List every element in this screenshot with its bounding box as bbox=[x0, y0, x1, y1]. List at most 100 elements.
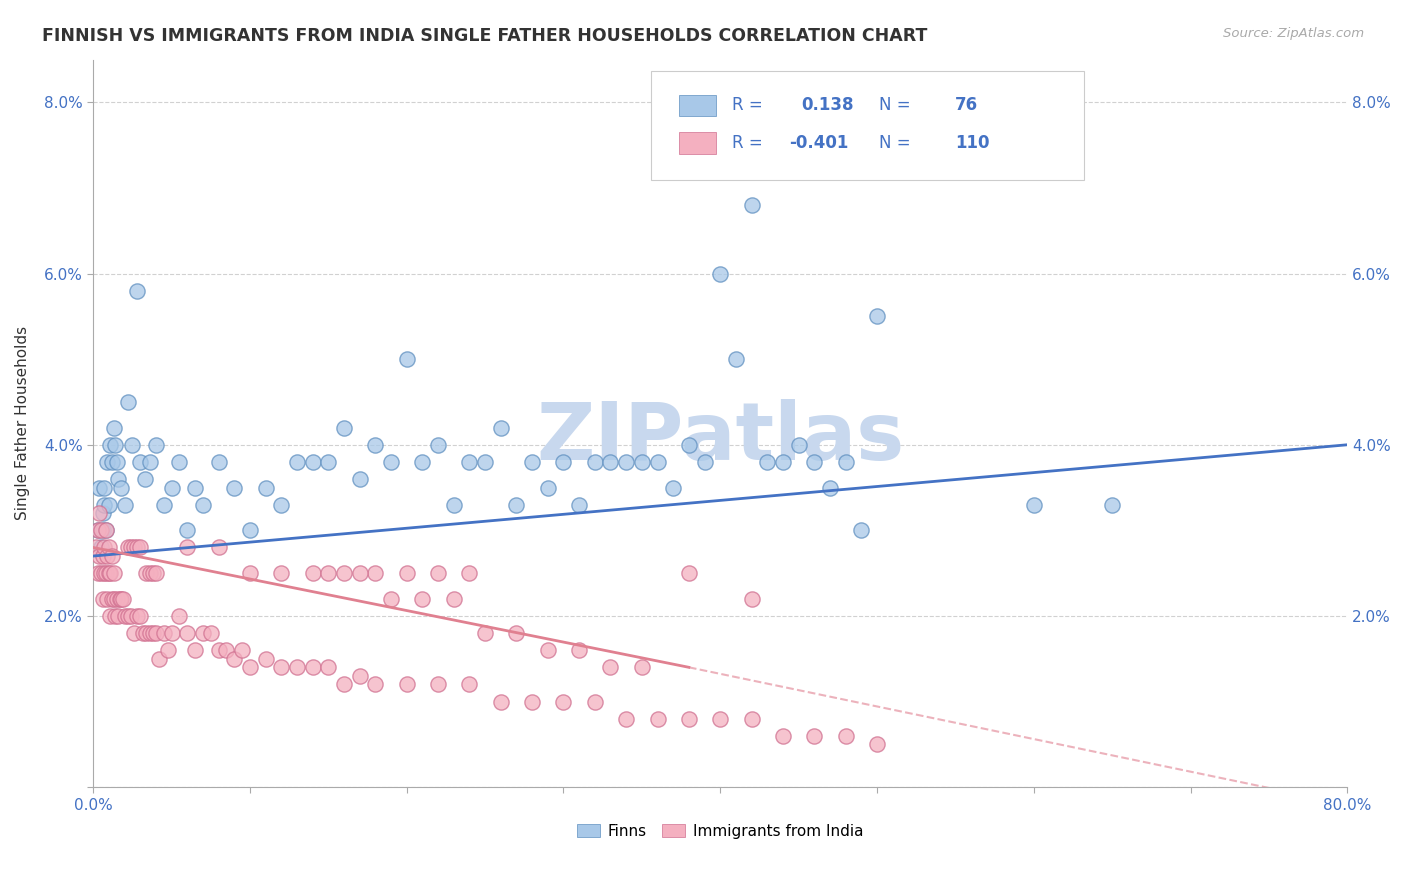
Point bbox=[583, 694, 606, 708]
Point bbox=[285, 660, 308, 674]
Point bbox=[803, 455, 825, 469]
Point bbox=[254, 652, 277, 666]
Point bbox=[647, 712, 669, 726]
Point bbox=[86, 541, 108, 555]
Point bbox=[94, 524, 117, 538]
Text: Source: ZipAtlas.com: Source: ZipAtlas.com bbox=[1223, 27, 1364, 40]
Point bbox=[122, 541, 145, 555]
Point bbox=[122, 626, 145, 640]
Point bbox=[160, 626, 183, 640]
Point bbox=[693, 455, 716, 469]
Point bbox=[270, 498, 292, 512]
Point bbox=[142, 626, 165, 640]
Point bbox=[349, 472, 371, 486]
Text: 0.138: 0.138 bbox=[801, 96, 855, 114]
Point bbox=[101, 455, 124, 469]
Point bbox=[318, 455, 340, 469]
Point bbox=[489, 694, 512, 708]
Point bbox=[91, 549, 114, 563]
Point bbox=[90, 566, 112, 581]
Point bbox=[96, 455, 118, 469]
Point bbox=[301, 455, 323, 469]
Point bbox=[96, 591, 118, 606]
Point bbox=[395, 677, 418, 691]
Point bbox=[97, 566, 120, 581]
Point bbox=[647, 455, 669, 469]
Point bbox=[145, 626, 167, 640]
Point bbox=[380, 591, 402, 606]
Point bbox=[87, 524, 110, 538]
Point bbox=[129, 541, 152, 555]
Point bbox=[142, 566, 165, 581]
Point bbox=[157, 643, 180, 657]
Text: N =: N = bbox=[880, 96, 911, 114]
Point bbox=[176, 626, 198, 640]
Point bbox=[103, 591, 125, 606]
Point bbox=[125, 284, 148, 298]
Point bbox=[380, 455, 402, 469]
Point bbox=[458, 566, 481, 581]
Point bbox=[160, 481, 183, 495]
Point bbox=[117, 395, 139, 409]
FancyBboxPatch shape bbox=[651, 70, 1084, 179]
Point bbox=[458, 455, 481, 469]
Point bbox=[364, 438, 387, 452]
Point bbox=[678, 438, 700, 452]
Point bbox=[474, 455, 496, 469]
Point bbox=[138, 626, 160, 640]
Point bbox=[89, 549, 111, 563]
Point bbox=[111, 591, 134, 606]
Point bbox=[169, 455, 191, 469]
Point bbox=[93, 566, 115, 581]
Point bbox=[96, 549, 118, 563]
Point bbox=[662, 481, 685, 495]
Point bbox=[489, 420, 512, 434]
Point bbox=[301, 660, 323, 674]
Point bbox=[614, 455, 637, 469]
Point bbox=[224, 652, 246, 666]
Point bbox=[411, 455, 433, 469]
Point bbox=[117, 609, 139, 624]
Point bbox=[741, 198, 763, 212]
Point bbox=[87, 566, 110, 581]
Point bbox=[756, 455, 779, 469]
Point bbox=[93, 498, 115, 512]
Point bbox=[520, 694, 543, 708]
Point bbox=[191, 498, 214, 512]
Point bbox=[851, 524, 873, 538]
Point bbox=[129, 455, 152, 469]
Text: R =: R = bbox=[731, 135, 762, 153]
Point bbox=[270, 566, 292, 581]
Point bbox=[631, 660, 654, 674]
Point bbox=[101, 549, 124, 563]
Point bbox=[599, 455, 621, 469]
Point bbox=[537, 643, 560, 657]
Point bbox=[333, 677, 356, 691]
Point bbox=[114, 498, 136, 512]
Point bbox=[254, 481, 277, 495]
Point bbox=[614, 712, 637, 726]
Point bbox=[239, 524, 262, 538]
Point bbox=[568, 643, 591, 657]
Point bbox=[117, 541, 139, 555]
Point bbox=[678, 712, 700, 726]
Point bbox=[1101, 498, 1123, 512]
Point bbox=[395, 566, 418, 581]
Point bbox=[107, 609, 129, 624]
Text: N =: N = bbox=[880, 135, 911, 153]
Point bbox=[145, 566, 167, 581]
Point bbox=[803, 729, 825, 743]
Point bbox=[520, 455, 543, 469]
Point bbox=[90, 524, 112, 538]
Point bbox=[724, 352, 747, 367]
Point bbox=[105, 455, 128, 469]
Point bbox=[89, 506, 111, 520]
Point bbox=[94, 524, 117, 538]
Point bbox=[709, 712, 731, 726]
Point bbox=[89, 481, 111, 495]
Point bbox=[631, 455, 654, 469]
Point bbox=[110, 591, 132, 606]
Point bbox=[239, 660, 262, 674]
Point bbox=[97, 541, 120, 555]
Point bbox=[91, 524, 114, 538]
